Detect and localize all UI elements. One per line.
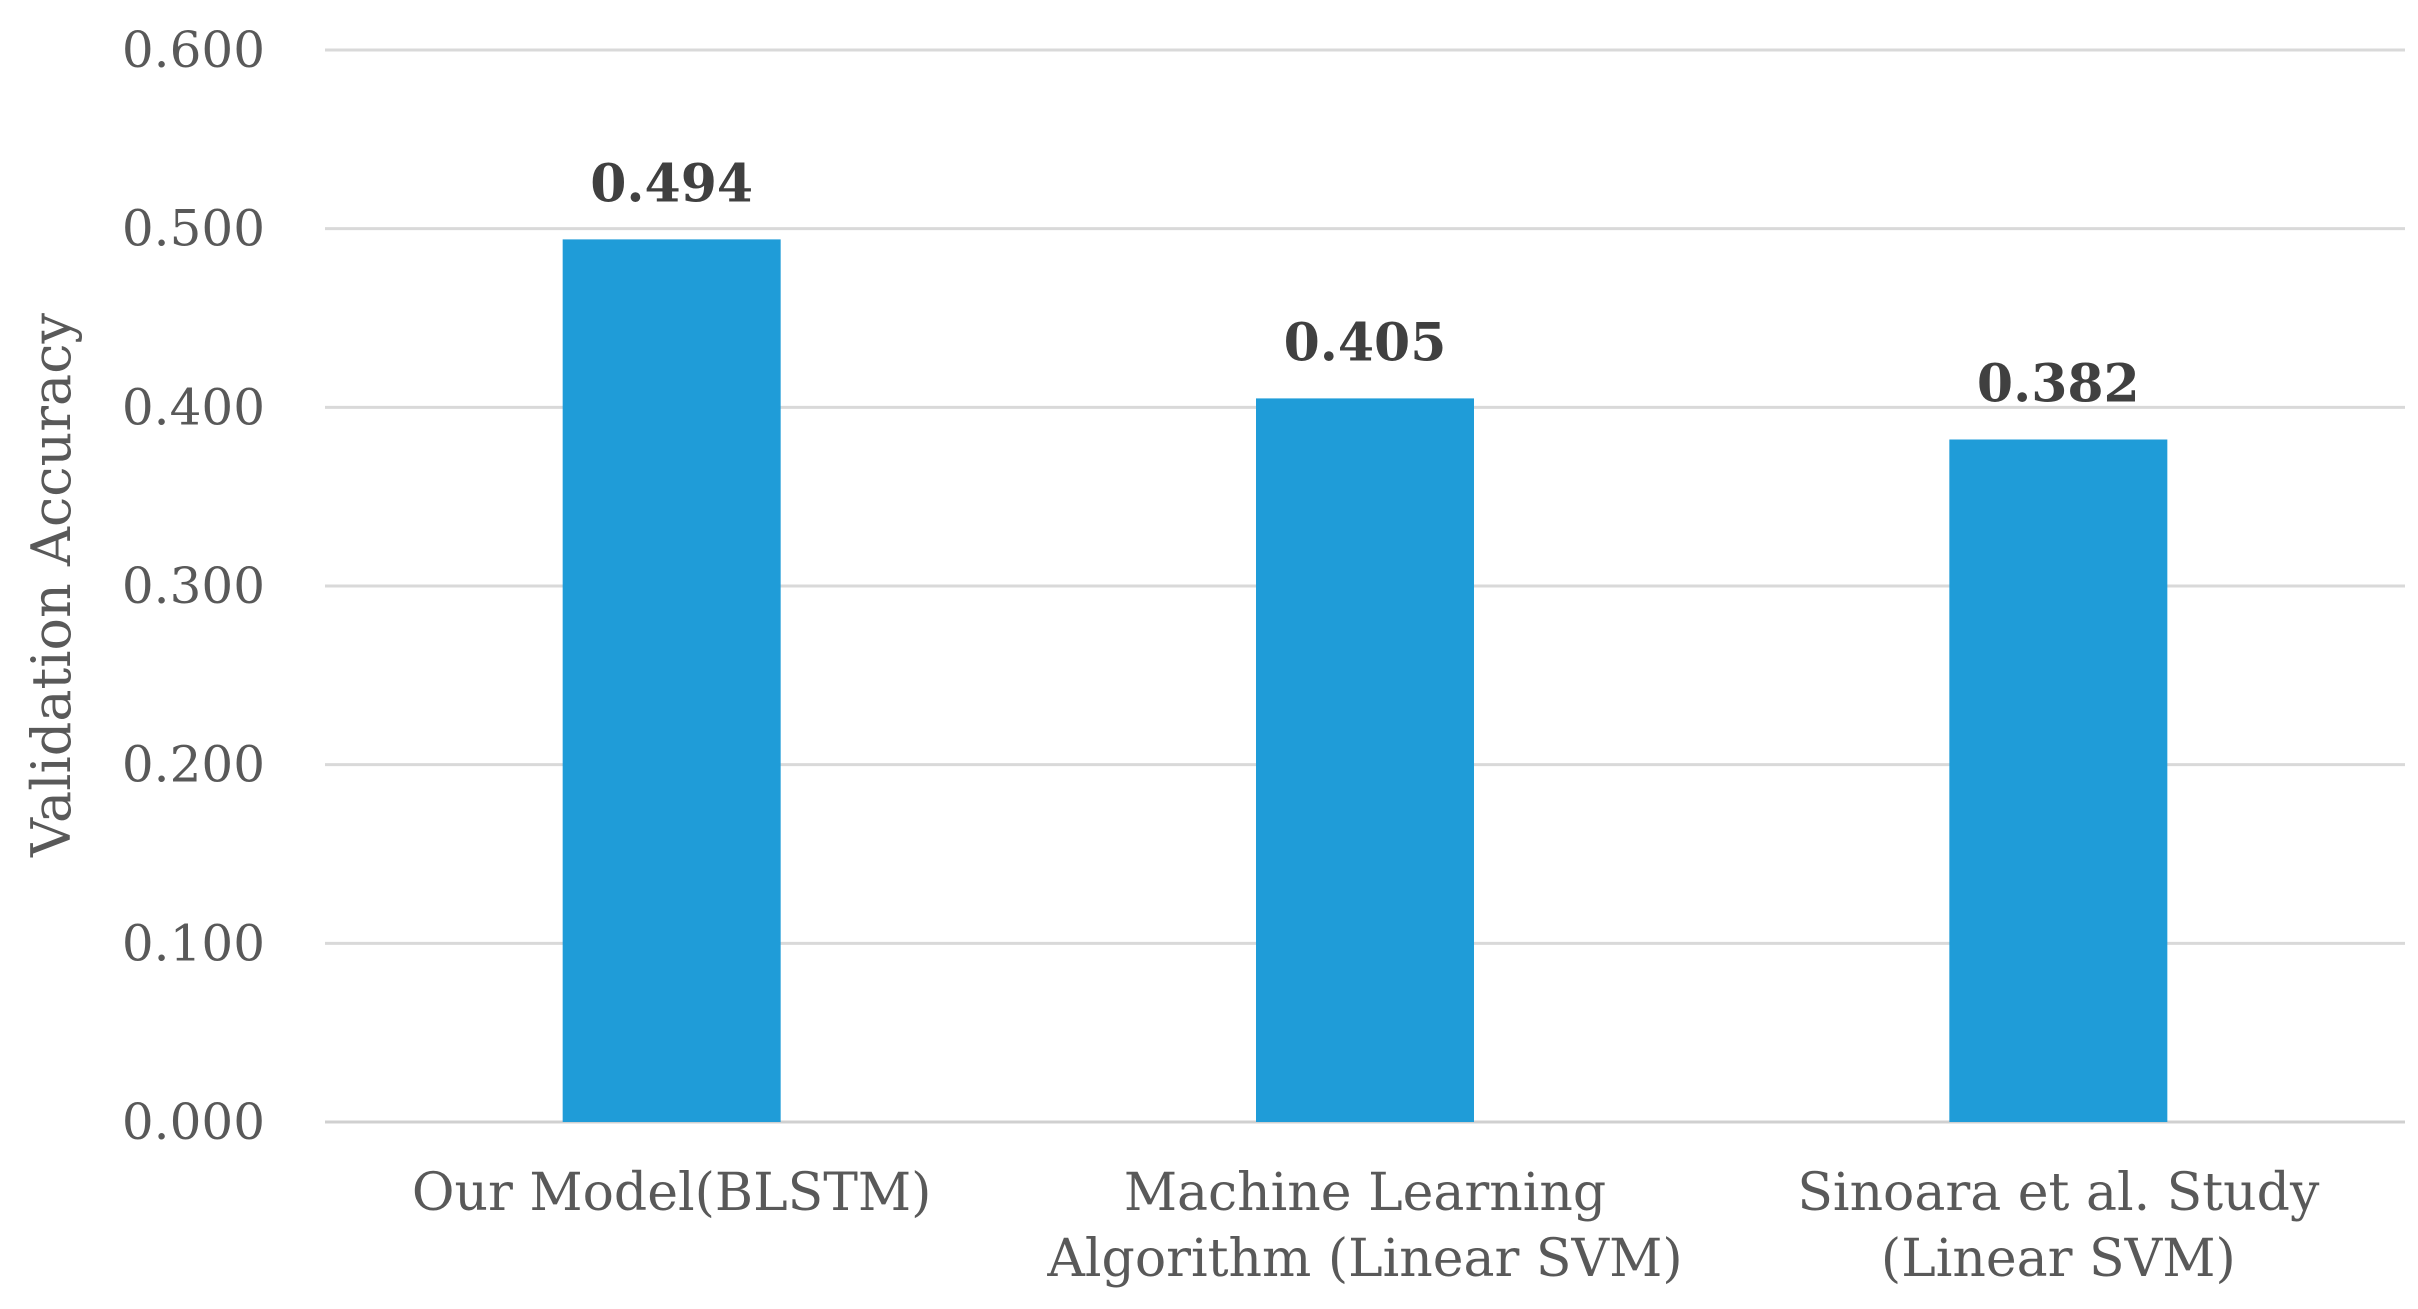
- bar: [1256, 398, 1474, 1122]
- bar: [562, 239, 781, 1123]
- y-tick-label: 0.200: [122, 736, 265, 794]
- x-category-label: Machine Learning: [1124, 1163, 1606, 1223]
- y-tick-label: 0.400: [122, 378, 265, 436]
- bar: [1949, 439, 2168, 1122]
- x-axis-categories: Our Model(BLSTM) Machine LearningAlgorith…: [412, 1163, 2320, 1289]
- y-tick-label: 0.100: [122, 914, 265, 972]
- y-tick-label: 0.000: [122, 1093, 265, 1151]
- x-category-label: Sinoara et al. Study: [1797, 1163, 2320, 1223]
- y-axis-ticks: 0.000 0.100 0.200 0.300 0.400 0.500 0.600: [122, 21, 265, 1151]
- x-category-label: Our Model(BLSTM): [412, 1163, 932, 1223]
- y-tick-label: 0.500: [122, 200, 265, 258]
- y-tick-label: 0.600: [122, 21, 265, 79]
- data-label: 0.494: [590, 153, 753, 214]
- data-labels: 0.494 0.405 0.382: [590, 153, 2140, 414]
- y-tick-label: 0.300: [122, 557, 265, 615]
- data-label: 0.405: [1284, 312, 1447, 373]
- x-category-label: Algorithm (Linear SVM): [1046, 1229, 1682, 1289]
- y-axis-title: Validation Accuracy: [20, 313, 83, 858]
- x-category-label: (Linear SVM): [1881, 1229, 2236, 1289]
- data-label: 0.382: [1977, 353, 2140, 414]
- bars: [562, 239, 2168, 1123]
